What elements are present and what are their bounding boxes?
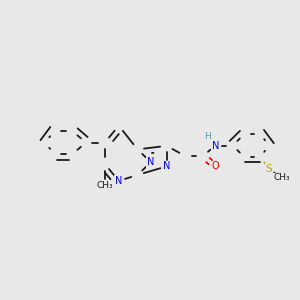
- Text: CH₃: CH₃: [97, 181, 113, 190]
- Text: CH₃: CH₃: [273, 173, 290, 182]
- Text: N: N: [212, 140, 219, 151]
- Text: H: H: [205, 132, 211, 141]
- Text: S: S: [266, 164, 272, 174]
- Text: N: N: [147, 157, 155, 167]
- Text: O: O: [212, 161, 219, 171]
- Text: N: N: [115, 176, 122, 186]
- Text: N: N: [163, 161, 170, 171]
